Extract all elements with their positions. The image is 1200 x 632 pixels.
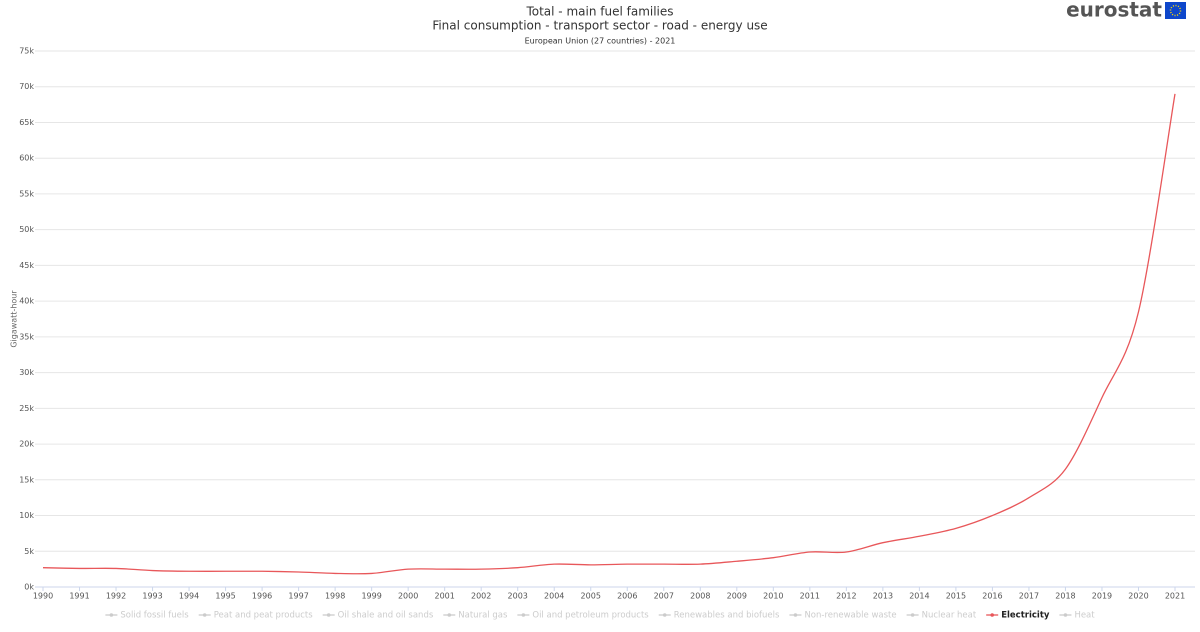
- x-tick-label: 2019: [1092, 592, 1112, 601]
- x-tick-label: 1997: [288, 592, 308, 601]
- legend: Solid fossil fuels Peat and peat products…: [105, 611, 1095, 621]
- chart-title: Final consumption - transport sector - r…: [432, 19, 767, 33]
- legend-label: Non-renewable waste: [804, 611, 896, 621]
- y-tick-label: 60k: [19, 154, 34, 163]
- legend-marker: [662, 613, 667, 617]
- legend-marker: [109, 613, 114, 617]
- x-tick-label: 1991: [69, 592, 89, 601]
- y-tick-label: 25k: [19, 404, 34, 413]
- chart-title: Total - main fuel families: [525, 5, 673, 19]
- legend-marker: [793, 613, 798, 617]
- legend-item[interactable]: Heat: [1059, 611, 1095, 621]
- legend-item[interactable]: Natural gas: [443, 611, 508, 621]
- y-tick-label: 75k: [19, 47, 34, 56]
- y-tick-label: 70k: [19, 82, 34, 91]
- y-tick-label: 20k: [19, 440, 34, 449]
- chart-subtitle: European Union (27 countries) - 2021: [525, 37, 676, 46]
- y-tick-label: 15k: [19, 475, 34, 484]
- x-tick-label: 1993: [142, 592, 162, 601]
- x-tick-label: 2020: [1128, 592, 1148, 601]
- series-line: [42, 93, 1176, 575]
- legend-marker: [521, 613, 526, 617]
- x-tick-label: 2011: [800, 592, 820, 601]
- x-tick-label: 1998: [325, 592, 345, 601]
- x-tick-label: 2012: [836, 592, 856, 601]
- x-tick-label: 2010: [763, 592, 783, 601]
- x-tick-label: 2004: [544, 592, 564, 601]
- x-tick-label: 1999: [361, 592, 381, 601]
- brand-logo: eurostat: [1066, 0, 1162, 22]
- legend-label: Nuclear heat: [922, 611, 977, 621]
- legend-item[interactable]: Electricity: [986, 611, 1050, 621]
- x-tick-label: 2005: [581, 592, 601, 601]
- legend-item[interactable]: Peat and peat products: [198, 611, 314, 621]
- x-tick-label: 2014: [909, 592, 929, 601]
- legend-item[interactable]: Oil and petroleum products: [517, 611, 649, 621]
- x-tick-label: 2003: [508, 592, 528, 601]
- x-tick-label: 2018: [1055, 592, 1075, 601]
- y-tick-label: 5k: [24, 547, 34, 556]
- y-tick-label: 0k: [24, 583, 34, 592]
- legend-item[interactable]: Non-renewable waste: [789, 611, 897, 621]
- x-tick-label: 2008: [690, 592, 710, 601]
- x-tick-label: 2009: [727, 592, 747, 601]
- x-tick-label: 2000: [398, 592, 418, 601]
- x-tick-label: 2021: [1165, 592, 1185, 601]
- legend-label: Solid fossil fuels: [120, 611, 189, 621]
- y-tick-label: 35k: [19, 332, 34, 341]
- x-tick-label: 2006: [617, 592, 637, 601]
- y-tick-label: 10k: [19, 511, 34, 520]
- legend-marker: [447, 613, 452, 617]
- x-tick-label: 2001: [434, 592, 454, 601]
- x-tick-label: 2017: [1019, 592, 1039, 601]
- legend-label: Natural gas: [458, 611, 508, 621]
- legend-marker: [910, 613, 915, 617]
- y-tick-label: 65k: [19, 118, 34, 127]
- x-tick-label: 1990: [33, 592, 53, 601]
- x-tick-label: 2013: [873, 592, 893, 601]
- eu-flag: [1165, 2, 1186, 19]
- y-tick-label: 45k: [19, 261, 34, 270]
- x-tick-label: 2007: [654, 592, 674, 601]
- y-tick-label: 50k: [19, 225, 34, 234]
- legend-marker: [1063, 613, 1068, 617]
- legend-label: Renewables and biofuels: [674, 611, 780, 621]
- y-axis-label: Gigawatt-hour: [10, 290, 19, 348]
- x-tick-label: 2015: [946, 592, 966, 601]
- x-tick-label: 2016: [982, 592, 1002, 601]
- legend-item[interactable]: Solid fossil fuels: [105, 611, 189, 621]
- legend-marker: [202, 613, 207, 617]
- legend-label: Oil and petroleum products: [532, 611, 649, 621]
- y-tick-label: 30k: [19, 368, 34, 377]
- legend-marker: [990, 613, 994, 617]
- y-tick-label: 40k: [19, 297, 34, 306]
- legend-item[interactable]: Nuclear heat: [906, 611, 977, 621]
- legend-label: Peat and peat products: [214, 611, 314, 621]
- legend-item[interactable]: Oil shale and oil sands: [322, 611, 434, 621]
- x-tick-label: 1994: [179, 592, 199, 601]
- x-tick-label: 1995: [215, 592, 235, 601]
- legend-marker: [326, 613, 331, 617]
- legend-item[interactable]: Renewables and biofuels: [658, 611, 780, 621]
- eu-stars: [1169, 4, 1182, 17]
- legend-label: Oil shale and oil sands: [338, 611, 434, 621]
- legend-label: Heat: [1074, 611, 1095, 621]
- legend-label: Electricity: [1001, 611, 1050, 621]
- x-tick-label: 2002: [471, 592, 491, 601]
- x-tick-label: 1996: [252, 592, 272, 601]
- x-tick-label: 1992: [106, 592, 126, 601]
- y-tick-label: 55k: [19, 189, 34, 198]
